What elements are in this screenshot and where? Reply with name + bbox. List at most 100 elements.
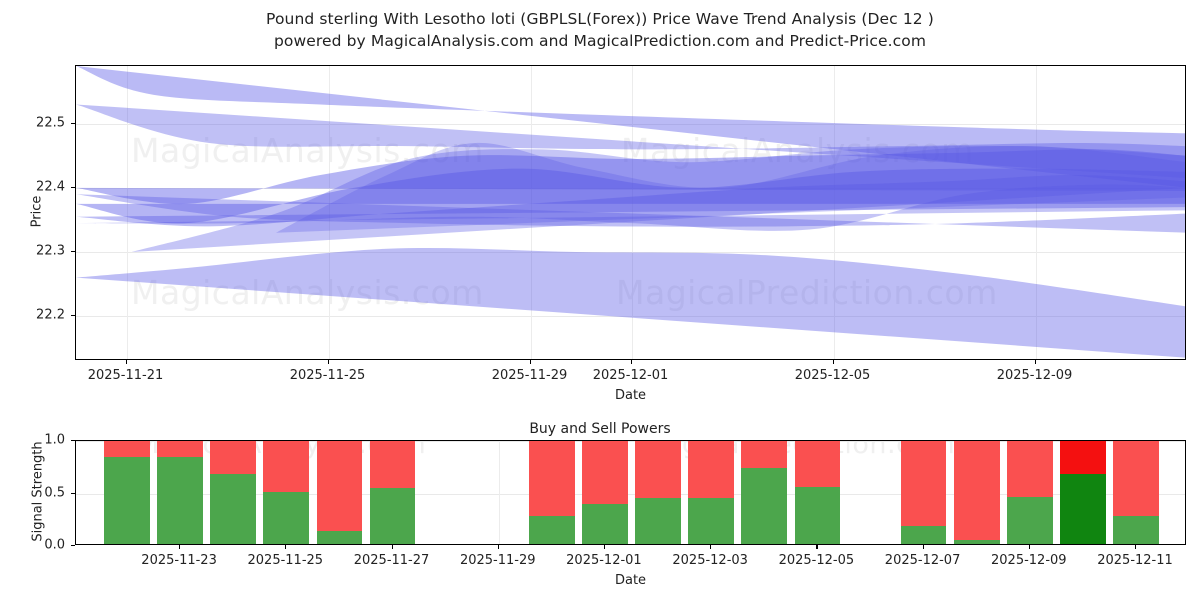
buy-sell-powers-title: Buy and Sell Powers <box>529 421 671 437</box>
y-axis-label: Signal Strength <box>30 440 46 542</box>
x-axis-label: Date <box>614 573 647 588</box>
y-axis-tick-label: 22.2 <box>36 307 65 323</box>
x-axis-tick-mark <box>1135 545 1137 549</box>
bar-column[interactable] <box>688 441 734 544</box>
sell-power-segment <box>157 441 203 457</box>
x-axis-tick-mark <box>179 545 181 549</box>
wave-band <box>76 184 1185 231</box>
gridline-horizontal <box>76 123 1185 125</box>
bar-column[interactable] <box>529 441 575 544</box>
x-axis-tick-label: 2025-12-11 <box>1097 553 1173 568</box>
wave-band <box>76 194 1185 233</box>
bar-column[interactable] <box>1060 441 1106 544</box>
chart-title-block: Pound sterling With Lesotho loti (GBPLSL… <box>0 8 1200 52</box>
buy-power-segment <box>316 531 363 544</box>
buy-power-segment <box>1006 496 1053 544</box>
bar-column[interactable] <box>210 441 257 544</box>
buy-power-segment <box>1113 515 1159 544</box>
bar-column[interactable] <box>369 441 416 544</box>
bar-column[interactable] <box>104 441 150 544</box>
y-axis-tick-mark <box>71 545 75 547</box>
sell-power-segment <box>900 441 947 527</box>
wave-band <box>76 104 1185 179</box>
buy-power-segment <box>529 515 575 544</box>
x-axis-tick-mark <box>922 545 924 549</box>
y-axis-tick-label: 22.5 <box>36 115 65 131</box>
x-axis-tick-mark <box>327 360 329 364</box>
y-axis-tick-mark <box>71 186 75 189</box>
y-axis-tick-label: 22.4 <box>36 179 65 195</box>
bar-column[interactable] <box>1113 441 1159 544</box>
sell-power-segment <box>794 441 841 488</box>
sell-power-segment <box>1060 441 1106 474</box>
sell-power-segment <box>688 441 734 498</box>
sell-power-segment <box>263 441 310 492</box>
sell-power-segment <box>635 441 681 498</box>
sell-power-segment <box>316 441 363 532</box>
wave-band <box>275 142 1185 233</box>
x-axis-tick-mark <box>497 545 499 549</box>
x-axis-tick-label: 2025-11-25 <box>247 553 324 568</box>
x-axis-tick-label: 2025-11-23 <box>141 553 217 568</box>
gridline-horizontal <box>76 187 1185 189</box>
buy-power-segment <box>688 497 734 544</box>
x-axis-tick-mark <box>1028 545 1030 549</box>
x-axis-tick-mark <box>1034 360 1036 364</box>
x-axis-tick-mark <box>816 545 818 549</box>
y-axis-tick-label: 22.3 <box>36 243 65 259</box>
wave-band <box>76 168 1185 224</box>
y-axis-tick-mark <box>71 122 75 124</box>
bar-column[interactable] <box>741 441 788 544</box>
bar-column[interactable] <box>953 441 1000 544</box>
x-axis-tick-mark <box>285 545 287 549</box>
x-axis-tick-label: 2025-12-01 <box>592 368 669 383</box>
y-axis-tick-label: 0.0 <box>44 537 65 553</box>
bar-column[interactable] <box>1006 441 1053 544</box>
bar-column[interactable] <box>263 441 310 544</box>
x-axis-tick-mark <box>832 360 834 364</box>
x-axis-tick-label: 2025-12-09 <box>991 553 1067 568</box>
x-axis-tick-label: 2025-12-05 <box>794 368 871 383</box>
x-axis-tick-label: 2025-11-21 <box>87 368 164 383</box>
buy-power-segment <box>157 456 203 544</box>
x-axis-tick-label: 2025-12-03 <box>672 553 748 568</box>
bar-column[interactable] <box>316 441 363 544</box>
x-axis-tick-label: 2025-12-09 <box>996 368 1073 383</box>
y-axis-label: Price <box>29 195 45 227</box>
gridline-horizontal <box>76 316 1185 318</box>
gridline-vertical <box>328 66 330 359</box>
bar-column[interactable] <box>794 441 841 544</box>
x-axis-tick-mark <box>710 545 712 549</box>
sell-power-segment <box>104 441 150 457</box>
page-title: Pound sterling With Lesotho loti (GBPLSL… <box>266 10 934 28</box>
sell-power-segment <box>210 441 257 474</box>
gridline-horizontal <box>76 251 1185 253</box>
page-subtitle: powered by MagicalAnalysis.com and Magic… <box>273 32 927 50</box>
buy-power-segment <box>794 487 841 544</box>
sell-power-segment <box>1113 441 1159 516</box>
x-axis-tick-label: 2025-11-25 <box>289 368 366 383</box>
x-axis-tick-mark <box>529 360 531 364</box>
bar-column[interactable] <box>635 441 681 544</box>
x-axis-tick-mark <box>391 545 393 549</box>
bar-column[interactable] <box>157 441 203 544</box>
x-axis-tick-label: 2025-11-29 <box>459 553 536 568</box>
wave-band <box>76 66 1185 188</box>
gridline-vertical <box>631 66 633 359</box>
y-axis-tick-mark <box>71 492 75 494</box>
bar-column[interactable] <box>900 441 947 544</box>
buy-power-segment <box>263 491 310 544</box>
x-axis-tick-label: 2025-11-27 <box>353 553 430 568</box>
sell-power-segment <box>741 441 788 469</box>
y-axis-tick-mark <box>71 250 75 253</box>
bar-column[interactable] <box>582 441 628 544</box>
gridline-vertical <box>1035 66 1037 359</box>
gridline-vertical <box>498 441 500 544</box>
x-axis-tick-mark <box>630 360 632 364</box>
y-axis-tick-label: 0.5 <box>44 485 65 500</box>
sell-power-segment <box>953 441 1000 540</box>
buy-power-segment <box>900 526 947 544</box>
wave-band <box>131 145 1185 252</box>
